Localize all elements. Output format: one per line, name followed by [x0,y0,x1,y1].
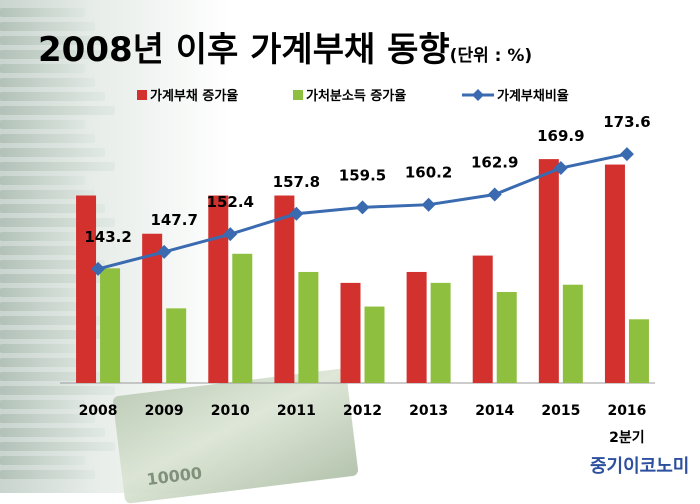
point-debt-ratio [157,244,172,259]
chart-title-main: 2008년 이후 가계부채 동향 [38,30,450,70]
bar-income-growth [100,268,121,383]
x-tick-label: 2009 [145,403,184,419]
bar-debt-growth [142,233,163,383]
money-stack-layer [0,302,95,311]
x-tick-label: 2008 [79,403,118,419]
money-stack-layer [0,120,85,129]
money-stack-layer [0,274,115,283]
data-label-debt-ratio: 169.9 [537,127,584,145]
money-stack-layer [0,358,95,367]
money-stack-layer [0,78,95,87]
money-stack-layer [0,204,105,213]
bar-income-growth [166,308,187,383]
source-logo: 중기이코노미 [590,456,690,477]
money-stack-layer [0,148,105,157]
money-stack-layer [0,134,95,143]
money-stack-layer [0,190,95,199]
chart-title: 2008년 이후 가계부채 동향(단위 : %) [38,22,532,71]
point-debt-ratio [487,187,502,202]
point-debt-ratio [223,227,238,242]
money-stack-layer [0,162,115,171]
bar-debt-growth [406,271,427,383]
data-label-debt-ratio: 160.2 [405,164,452,182]
bar-income-growth [628,319,649,383]
legend-label-income-growth: 가처분소득 증가율 [306,88,406,104]
money-stack-layer [0,260,105,269]
data-label-debt-ratio: 159.5 [339,166,386,184]
x-tick-label: 2016 [607,403,646,419]
data-label-debt-ratio: 162.9 [471,153,518,171]
bar-income-growth [430,282,451,383]
money-stack-layer [0,456,85,465]
x-tick-label: 2013 [409,403,448,419]
bar-debt-growth [604,164,625,383]
money-stack-layer [0,22,95,31]
money-stack-layer [0,400,85,409]
x-tick-label: 2011 [277,403,316,419]
money-stack-layer [0,176,85,185]
money-stack-layer [0,316,105,325]
data-label-debt-ratio: 147.7 [150,211,197,229]
money-stack-layer [0,386,115,395]
point-debt-ratio [289,206,304,221]
legend-label-debt-growth: 가계부채 증가율 [150,88,238,104]
data-label-debt-ratio: 157.8 [273,173,320,191]
chart-svg: 가계부채 증가율 가처분소득 증가율 가계부채비율 2008 2009 2010 2011 2… [60,88,655,446]
money-stack-layer [0,372,105,381]
money-stack-layer [0,106,115,115]
money-stack-layer [0,218,115,227]
bar-income-growth [562,284,583,383]
bar-debt-growth [538,159,559,383]
point-debt-ratio [355,200,370,215]
point-debt-ratio [619,147,634,162]
x-tick-label: 2분기 [609,430,645,446]
x-tick-label: 2015 [541,403,580,419]
bar-debt-growth [208,195,229,383]
bar-debt-growth [274,195,295,383]
bar-income-growth [232,253,253,383]
bar-income-growth [364,306,385,383]
x-tick-label: 2012 [343,403,382,419]
money-stack-layer [0,414,95,423]
point-debt-ratio [91,261,106,276]
money-stack-layer [0,8,85,17]
point-debt-ratio [553,161,568,176]
legend-swatch-debt-growth [137,90,147,100]
bar-debt-growth [472,255,493,383]
money-stack-layer [0,92,105,101]
data-label-debt-ratio: 152.4 [207,193,254,211]
x-tick-label: 2014 [475,403,514,419]
legend-marker-debt-ratio [472,89,484,101]
point-debt-ratio [421,197,436,212]
legend-swatch-income-growth [293,90,303,100]
x-tick-label: 2010 [211,403,250,419]
bar-income-growth [496,291,517,383]
money-stack-layer [0,442,115,451]
money-stack-layer [0,330,115,339]
data-label-debt-ratio: 143.2 [84,228,131,246]
money-stack-layer [0,428,105,437]
money-stack-layer [0,36,105,45]
money-stack-layer [0,288,85,297]
money-stack-layer [0,344,85,353]
bar-debt-growth [76,195,97,383]
bar-income-growth [298,271,319,383]
data-label-debt-ratio: 173.6 [603,113,650,131]
money-stack-layer [0,246,95,255]
bar-debt-growth [340,282,361,383]
money-stack-layer [0,50,115,59]
money-stack-layer [0,470,95,479]
legend-label-debt-ratio: 가계부채비율 [497,88,569,104]
chart-unit-label: (단위 : %) [449,46,533,66]
money-stack-layer [0,232,85,241]
money-stack-layer [0,64,85,73]
